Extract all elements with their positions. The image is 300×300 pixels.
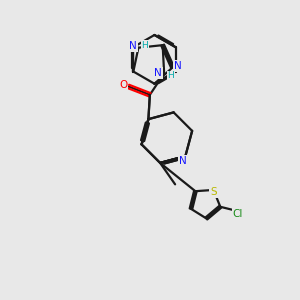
Text: S: S [210,187,217,197]
Text: H: H [142,41,148,50]
Text: H: H [167,71,174,80]
Text: N: N [179,156,187,166]
Text: Cl: Cl [232,209,243,219]
Text: N: N [154,68,162,78]
Text: N: N [174,61,182,71]
Text: N: N [129,41,137,51]
Text: O: O [119,80,127,90]
